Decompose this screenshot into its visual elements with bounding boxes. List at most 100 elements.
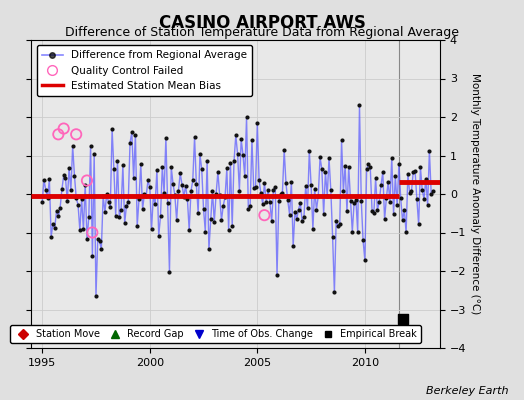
Point [92,293,100,299]
Point [67,187,75,193]
Point [72,131,80,138]
Point [260,212,269,218]
Point [252,184,260,190]
Point [118,162,127,169]
Point [301,182,310,189]
Point [300,214,308,220]
Point [414,221,423,228]
Point [117,206,125,213]
Point [142,193,150,200]
Point [183,196,192,202]
Point [294,206,303,213]
Point [354,228,362,235]
Point [253,120,261,126]
Point [395,161,403,167]
Point [335,220,344,227]
Point [47,234,56,240]
Point [398,316,407,322]
Point [99,193,107,200]
Point [352,197,360,204]
Point [206,216,215,222]
Point [121,220,129,227]
Point [346,197,355,204]
Point [78,196,86,202]
Point [140,191,149,198]
Point [172,217,181,224]
Point [372,175,380,181]
Point [49,220,57,227]
Point [187,188,195,194]
Point [398,217,407,224]
Point [60,125,68,132]
Point [203,158,211,164]
Point [318,166,326,172]
Point [81,181,90,188]
Point [101,209,109,215]
Point [413,196,421,202]
Point [56,204,64,211]
Point [40,177,48,183]
Text: CASINO AIRPORT AWS: CASINO AIRPORT AWS [159,14,365,32]
Point [174,188,183,194]
Point [286,212,294,218]
Point [69,143,77,149]
Point [380,216,389,223]
Point [97,246,105,252]
Point [83,177,91,184]
Point [135,196,143,202]
Point [339,188,347,194]
Point [244,206,253,212]
Point [176,170,184,176]
Point [323,193,331,199]
Point [192,181,201,188]
Point [255,177,263,184]
Point [409,168,418,175]
Point [199,206,208,212]
Point [63,198,71,204]
Point [74,202,82,208]
Point [171,192,179,198]
Point [292,216,301,222]
Point [235,188,244,194]
Point [350,200,358,206]
Point [366,164,375,170]
Point [298,218,307,224]
Y-axis label: Monthly Temperature Anomaly Difference (°C): Monthly Temperature Anomaly Difference (… [470,73,481,315]
Point [54,131,62,138]
Point [273,272,281,278]
Point [422,175,430,182]
Point [326,187,335,193]
Point [406,190,414,196]
Point [368,207,376,214]
Point [403,171,412,178]
Point [180,193,188,200]
Point [275,198,283,204]
Point [189,177,197,184]
Point [70,172,79,179]
Point [209,188,217,194]
Point [239,151,247,158]
Point [407,188,416,194]
Point [233,151,242,157]
Point [258,200,267,207]
Point [151,201,159,207]
Point [198,166,206,172]
Point [325,155,333,161]
Point [194,210,202,216]
Legend: Station Move, Record Gap, Time of Obs. Change, Empirical Break: Station Move, Record Gap, Time of Obs. C… [10,325,421,343]
Point [205,246,213,252]
Point [384,179,392,185]
Point [416,164,424,170]
Point [329,234,337,240]
Point [223,165,231,172]
Point [88,229,96,236]
Point [210,219,219,226]
Point [345,164,353,170]
Point [341,162,350,169]
Point [144,177,152,184]
Point [138,206,147,212]
Point [427,190,435,197]
Point [60,172,68,179]
Point [316,154,324,160]
Point [389,210,398,217]
